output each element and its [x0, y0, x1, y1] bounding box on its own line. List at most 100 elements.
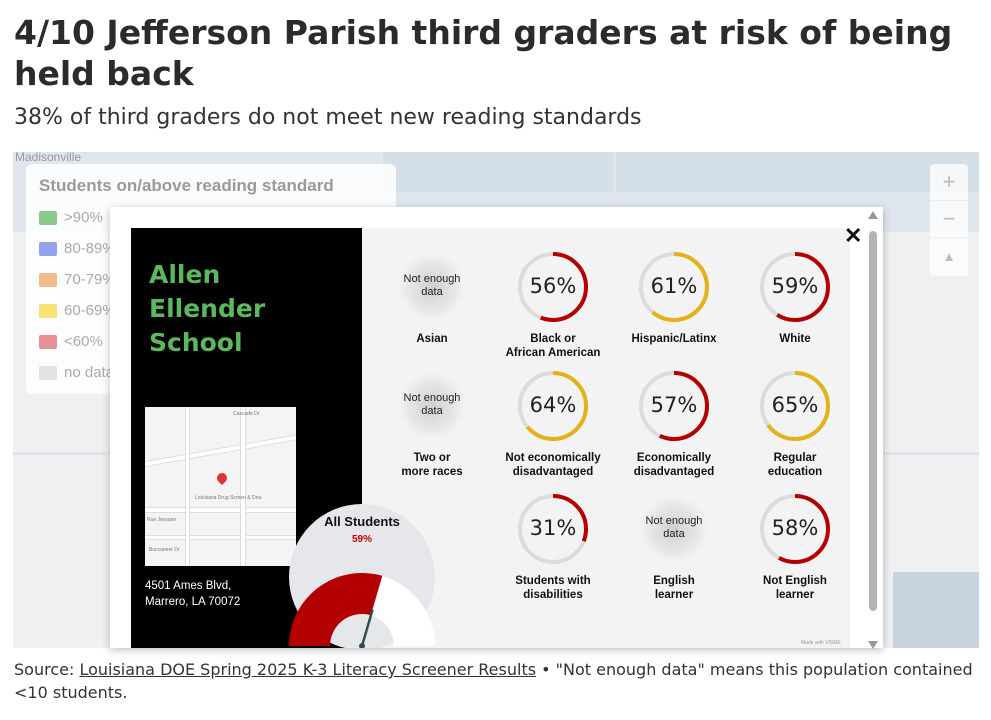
subgroup-tile: 64% Not economically disadvantaged	[494, 369, 612, 487]
card-left-panel: Allen Ellender School Cascade Dr Louisia…	[131, 228, 362, 648]
donut-value-arc	[760, 494, 830, 564]
location-pin-icon	[214, 470, 230, 486]
zoom-out-button[interactable]: −	[930, 201, 968, 238]
donut-value-arc	[518, 494, 588, 564]
legend-item-label: >90%	[64, 209, 103, 226]
subgroup-tile: 31% Students with disabilities	[494, 492, 612, 610]
subgroup-label-line: Students with	[515, 575, 591, 587]
school-marker-icon	[39, 210, 57, 225]
no-data-text: Not enough data	[373, 392, 491, 418]
subgroup-label-line: Economically	[636, 452, 712, 464]
donut-chart	[760, 252, 830, 322]
school-marker-icon	[39, 303, 57, 318]
subgroup-tile: 56% Black or African American	[494, 250, 612, 368]
school-marker-icon	[39, 272, 57, 287]
no-data-line: Not enough	[403, 392, 461, 404]
scroll-down-icon[interactable]	[868, 641, 878, 649]
legend-item: >90%	[39, 202, 383, 233]
source-note: Source: Louisiana DOE Spring 2025 K-3 Li…	[14, 658, 974, 704]
no-data-blur	[641, 496, 707, 562]
subgroup-tile: 59% White	[736, 250, 850, 368]
legend-item: 80-89%	[39, 233, 383, 264]
no-data-line: Not enough	[403, 273, 461, 285]
subgroup-tile: 65% Regular education	[736, 369, 850, 487]
subgroup-label-line: White	[779, 333, 811, 345]
subgroup-label: Two or more races	[373, 451, 491, 479]
subgroup-tile: Not enough data English learner	[615, 492, 733, 610]
subgroup-label-line: Not English	[763, 575, 827, 587]
subgroup-label: Regular education	[736, 451, 850, 479]
subgroup-label: Black or African American	[494, 332, 612, 360]
donut-value-arc	[639, 252, 709, 322]
legend-item-label: <60%	[64, 333, 103, 350]
subgroup-tile: 57% Economically disadvantaged	[615, 369, 733, 487]
subgroup-pct: 57%	[650, 393, 698, 417]
reset-north-button[interactable]: ▲	[942, 249, 956, 264]
address-line: Marrero, LA 70072	[145, 596, 241, 608]
subgroup-label-line: Regular	[773, 452, 817, 464]
no-data-blur	[399, 254, 465, 320]
subgroup-tile: 61% Hispanic/Latinx	[615, 250, 733, 368]
source-prefix: Source:	[14, 660, 80, 679]
subgroup-label-line: Black or	[530, 333, 576, 345]
donut-value-arc	[518, 371, 588, 441]
legend-item: 60-69%	[39, 295, 383, 326]
all-students-gauge: All Students 59%	[289, 504, 435, 648]
legend-item: no data	[39, 357, 383, 388]
legend-item-label: 60-69%	[64, 302, 116, 319]
scroll-up-icon[interactable]	[868, 211, 878, 219]
subgroup-label-line: disabilities	[523, 589, 583, 601]
no-data-line: data	[421, 405, 443, 417]
school-name-line: Allen	[149, 260, 221, 289]
donut-chart	[639, 252, 709, 322]
source-suffix: • "Not enough data" means this populatio…	[14, 660, 973, 702]
donut-value-arc	[639, 371, 709, 441]
donut-chart	[760, 494, 830, 564]
subgroup-tile: Not enough data Two or more races	[373, 369, 491, 487]
school-name-line: School	[149, 328, 243, 357]
subgroup-tile: Not enough data Asian	[373, 250, 491, 368]
subgroup-pct: 61%	[650, 274, 698, 298]
no-data-line: Not enough	[645, 515, 703, 527]
all-students-title: All Students	[324, 514, 400, 529]
school-marker-icon	[39, 241, 57, 256]
subgroup-tile: 58% Not English learner	[736, 492, 850, 610]
donut-chart	[639, 371, 709, 441]
zoom-in-button[interactable]: +	[930, 164, 968, 201]
map-zoom-controls: + − ▲	[930, 164, 968, 276]
subgroup-label-line: Not economically	[505, 452, 601, 464]
gauge-needle	[360, 609, 374, 647]
subgroup-label: Hispanic/Latinx	[615, 332, 733, 346]
no-data-line: data	[421, 286, 443, 298]
subgroup-label-line: learner	[654, 589, 694, 601]
legend-item-label: no data	[64, 364, 115, 381]
subgroup-label-line: African American	[505, 347, 601, 359]
subgroup-label: Students with disabilities	[494, 574, 612, 602]
subgroup-pct: 56%	[529, 274, 577, 298]
address-line: 4501 Ames Blvd,	[145, 580, 232, 592]
subgroup-label: English learner	[615, 574, 733, 602]
school-popup: Allen Ellender School Cascade Dr Louisia…	[110, 207, 883, 649]
subheadline: 38% of third graders do not meet new rea…	[14, 105, 642, 130]
donut-chart	[518, 371, 588, 441]
headline: 4/10 Jefferson Parish third graders at r…	[14, 13, 953, 93]
popup-scrollbar[interactable]	[867, 211, 879, 649]
school-name: Allen Ellender School	[149, 258, 349, 360]
subgroup-label: Economically disadvantaged	[615, 451, 733, 479]
donut-chart	[760, 371, 830, 441]
subgroup-label: Asian	[373, 332, 491, 346]
legend-item: 70-79%	[39, 264, 383, 295]
donut-chart	[518, 494, 588, 564]
close-icon[interactable]: ✕	[844, 223, 863, 248]
subgroup-pct: 58%	[771, 516, 819, 540]
legend-item-label: 80-89%	[64, 240, 116, 257]
scroll-thumb[interactable]	[869, 231, 877, 611]
school-address: 4501 Ames Blvd, Marrero, LA 70072	[145, 578, 240, 610]
gauge-remainder	[370, 575, 435, 646]
no-data-text: Not enough data	[615, 515, 733, 541]
gauge-fill	[289, 573, 383, 646]
subgroup-label: Not English learner	[736, 574, 850, 602]
subgroup-pct: 64%	[529, 393, 577, 417]
legend-title: Students on/above reading standard	[39, 176, 334, 195]
source-link[interactable]: Louisiana DOE Spring 2025 K-3 Literacy S…	[79, 660, 537, 679]
